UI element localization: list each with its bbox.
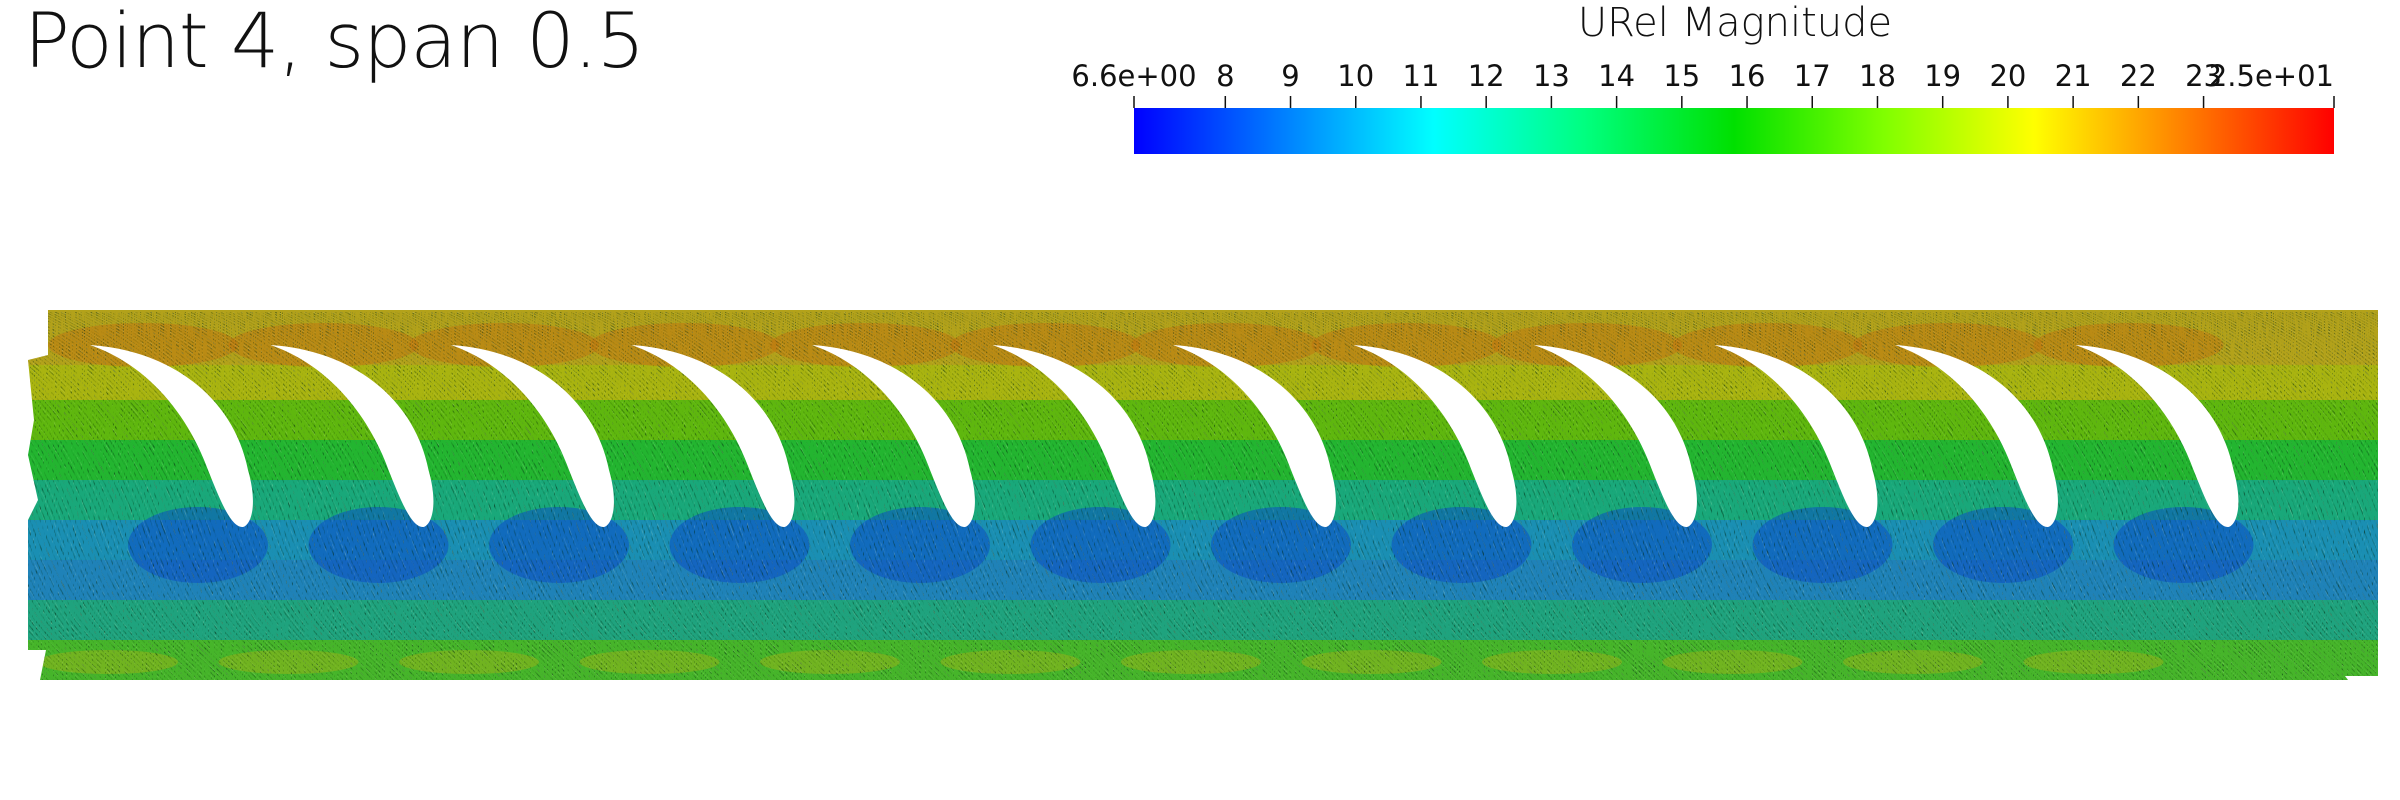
colorbar-ticks: 6.6e+00 8 9 10 11 12 13 14 15 16 17 18 19 20 21 22 232.5… (1071, 59, 2335, 108)
colorbar-tick-0: 8 (1216, 59, 1234, 93)
colorbar-tick-14: 22 (2120, 59, 2157, 93)
blade-10 (1714, 345, 1878, 528)
colorbar-tick-6: 14 (1598, 59, 1635, 93)
colorbar-tick-13: 21 (2055, 59, 2092, 93)
colorbar-tick-5: 13 (1533, 59, 1570, 93)
blade-6 (992, 345, 1156, 528)
colorbar-tick-1: 9 (1281, 59, 1299, 93)
blade-9 (1534, 345, 1697, 528)
blade-cutouts (90, 345, 2239, 528)
low-velocity-blob (1211, 507, 1351, 583)
colorbar-min-label: 6.6e+00 (1071, 59, 1196, 93)
colorbar-gradient (1134, 108, 2334, 154)
colorbar-tick-10: 18 (1859, 59, 1896, 93)
high-velocity-blob (950, 323, 1141, 367)
low-velocity-blob (1391, 507, 1532, 583)
colorbar-tick-15: 23 (2185, 59, 2222, 93)
blade-2 (270, 345, 434, 528)
colorbar-tick-3: 11 (1403, 59, 1440, 93)
blade-7 (1173, 345, 1336, 528)
colorbar-tick-7: 15 (1663, 59, 1700, 93)
view-title: Point 4, span 0.5 (24, 0, 645, 85)
blade-5 (812, 345, 975, 528)
blade-1 (90, 345, 253, 528)
blade-12 (2075, 345, 2239, 528)
colorbar-title: URel Magnitude (1577, 0, 1893, 46)
low-velocity-blob (489, 507, 629, 583)
blade-11 (1895, 345, 2058, 528)
blade-4 (631, 345, 795, 528)
blade-8 (1353, 345, 1517, 528)
colorbar-tick-11: 19 (1924, 59, 1961, 93)
colorbar-tick-4: 12 (1468, 59, 1505, 93)
low-velocity-blob (2113, 507, 2254, 583)
colorbar-tick-12: 20 (1989, 59, 2026, 93)
colorbar: 6.6e+00 8 9 10 11 12 13 14 15 16 17 18 19 20 21 22 232.5… (1071, 59, 2335, 154)
colorbar-tick-9: 17 (1794, 59, 1831, 93)
blade-3 (451, 345, 614, 528)
colorbar-max-label: 2.5e+01 (2209, 59, 2334, 93)
colorbar-tick-8: 16 (1729, 59, 1766, 93)
colorbar-tick-2: 10 (1337, 59, 1374, 93)
